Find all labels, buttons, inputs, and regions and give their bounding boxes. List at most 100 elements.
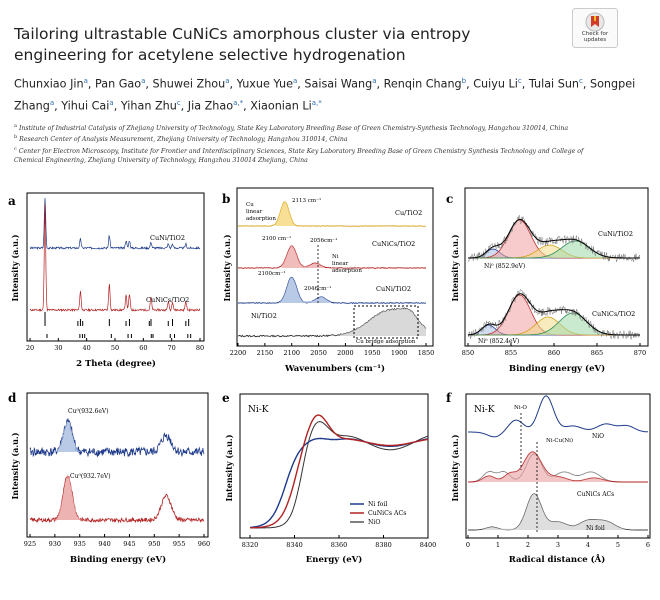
tick-label: 1 — [496, 541, 500, 549]
ir-peak-label-1: 2113 cm⁻¹ — [292, 197, 321, 204]
legend-ni-foil: Ni foil — [368, 501, 387, 508]
tick-label: 0 — [466, 541, 470, 549]
author-sup: c — [176, 98, 181, 107]
ir-fill-cuni — [279, 277, 330, 303]
xrd-curve-cuni — [29, 197, 201, 251]
ir-cu-label: Cu linear adsorption — [246, 202, 276, 222]
tick-label: 60 — [139, 344, 147, 352]
author-list: Chunxiao Jina, Pan Gaoa, Shuwei Zhoua, Y… — [14, 77, 636, 113]
panel-c-ylabel: Intensity (a.u.) — [450, 234, 460, 301]
author-name[interactable]: Cuiyu Li — [473, 77, 518, 91]
xanes-curve-ni-foil — [250, 437, 429, 529]
author-name[interactable]: Pan Gao — [95, 77, 142, 91]
author-name[interactable]: Xiaonian Li — [250, 99, 312, 113]
panel-a-ylabel: Intensity (a.u.) — [10, 234, 20, 301]
tick-label: 40 — [83, 344, 91, 352]
tick-label: 8340 — [286, 541, 303, 549]
panel-d-xlabel: Binding energy (eV) — [70, 554, 166, 565]
panel-b-ylabel: Intensity (a.u.) — [222, 234, 232, 301]
affiliation-text: Institute of Industrial Catalysis of Zhe… — [18, 125, 569, 133]
xps-ni-series-cuni: CuNi/TiO2 — [598, 230, 633, 238]
ir-bridge-box — [353, 305, 419, 339]
exafs-label-nio-bond: Ni-O — [514, 405, 527, 411]
author-sup: c — [579, 77, 583, 85]
exafs-fill-ni-foil — [483, 493, 624, 530]
author-name[interactable]: Yihui Cai — [61, 99, 110, 113]
panel-e-title: Ni-K — [248, 405, 269, 415]
author-sup: a — [372, 77, 377, 85]
author-name[interactable]: Renqin Chang — [383, 77, 462, 91]
ir-ni-label: Ni linear adsorption — [332, 254, 362, 274]
panel-letter-b: b — [222, 192, 230, 206]
author-sup: a — [109, 98, 114, 107]
xanes-legend: Ni foil CuNiCs ACs NiO — [350, 501, 406, 526]
author-sup: c — [517, 77, 522, 85]
tick-label: 2150 — [257, 349, 274, 357]
panel-c-xlabel: Binding energy (eV) — [509, 363, 605, 374]
ir-series-ni: Ni/TiO2 — [251, 312, 277, 320]
tick-label: 940 — [98, 540, 110, 548]
author-name[interactable]: Yuxue Yue — [236, 77, 293, 91]
xps-envelope — [468, 218, 640, 259]
xps-ni-peak-2: Ni⁰ (852.4eV) — [478, 338, 519, 345]
ir-peak-label-5: 2046cm⁻¹ — [304, 285, 331, 292]
xps-fit-component — [468, 245, 640, 258]
affiliation-list: a Institute of Industrial Catalysis of Z… — [14, 122, 604, 165]
tick-label: 1900 — [391, 349, 408, 357]
ir-bridge-label: Cu bridge adsorption — [356, 339, 416, 345]
tick-label: 855 — [505, 349, 517, 357]
author-sup: a,* — [311, 98, 322, 107]
legend-nio: NiO — [368, 519, 380, 526]
check-for-updates-badge[interactable]: Check for updates — [572, 8, 618, 48]
tick-label: 2200 — [230, 349, 247, 357]
author-name[interactable]: Jia Zhao — [187, 99, 234, 113]
ir-curve-cuni — [237, 276, 427, 304]
tick-label: 2100 — [283, 349, 300, 357]
exafs-label-nicu-bond: Ni-Cu(Ni) — [546, 437, 573, 444]
tick-label: 8400 — [420, 541, 437, 549]
tick-label: 8320 — [242, 541, 259, 549]
tick-label: 6 — [646, 541, 650, 549]
legend-cunics: CuNiCs ACs — [368, 510, 406, 517]
tick-label: 930 — [49, 540, 61, 548]
xps-cu-curve-bottom — [29, 475, 205, 524]
panel-b-ticks: 2200 2150 2100 2050 2000 1950 1900 1850 — [230, 343, 434, 357]
author-name[interactable]: Tulai Sun — [528, 77, 579, 91]
author-name[interactable]: Shuwei Zhou — [152, 77, 226, 91]
xps-raw-data — [467, 288, 641, 340]
panel-a-xlabel: 2 Theta (degree) — [76, 358, 156, 369]
tick-label: 955 — [173, 540, 185, 548]
ir-peak-label-3: 2056cm⁻¹ — [310, 237, 337, 244]
panel-f-xlabel: Radical distance (Å) — [509, 553, 606, 565]
affiliation-sup: a — [14, 123, 17, 129]
panel-f-ticks: 0 1 2 3 4 5 6 — [466, 535, 650, 549]
author-name[interactable]: Chunxiao Jin — [14, 77, 84, 91]
ir-fill-cunics — [281, 245, 325, 268]
exafs-series-ni-foil: Ni foil — [586, 525, 605, 532]
author-name[interactable]: Songpei Zhang — [14, 77, 636, 113]
panel-d-ylabel: Intensity (a.u.) — [10, 432, 20, 499]
panel-b-xlabel: Wavenumbers (cm⁻¹) — [284, 363, 385, 374]
xps-ni-fits — [467, 214, 641, 340]
tick-label: 80 — [196, 344, 204, 352]
affiliation: b Research Center of Analysis Measuremen… — [14, 133, 604, 144]
tick-label: 1950 — [364, 349, 381, 357]
affiliation-text: Research Center of Analysis Measurement,… — [19, 136, 348, 144]
xps-fit-component — [468, 241, 640, 258]
author-name[interactable]: Yihan Zhu — [120, 99, 177, 113]
author-sup: a — [141, 77, 146, 85]
affiliation-text: Center for Electron Microscopy, Institut… — [14, 147, 584, 165]
exafs-fill-cunics — [477, 451, 609, 482]
panel-a-ticks: 20 30 40 50 60 70 80 — [26, 338, 204, 352]
panel-d-ticks: 925 930 935 940 945 950 955 960 — [24, 534, 210, 548]
paper-title: Tailoring ultrastable CuNiCs amorphous c… — [14, 25, 471, 64]
xps-cu-peak-2: Cu⁰(932.7eV) — [70, 473, 111, 480]
xps-fit-component — [468, 325, 640, 335]
tick-label: 850 — [462, 349, 474, 357]
affiliation: a Institute of Industrial Catalysis of Z… — [14, 122, 604, 133]
author-name[interactable]: Saisai Wang — [304, 77, 373, 91]
panel-e-xlabel: Energy (eV) — [306, 554, 362, 565]
tick-label: 8380 — [375, 541, 392, 549]
panel-a-series-cuni: CuNi/TiO2 — [150, 234, 185, 242]
